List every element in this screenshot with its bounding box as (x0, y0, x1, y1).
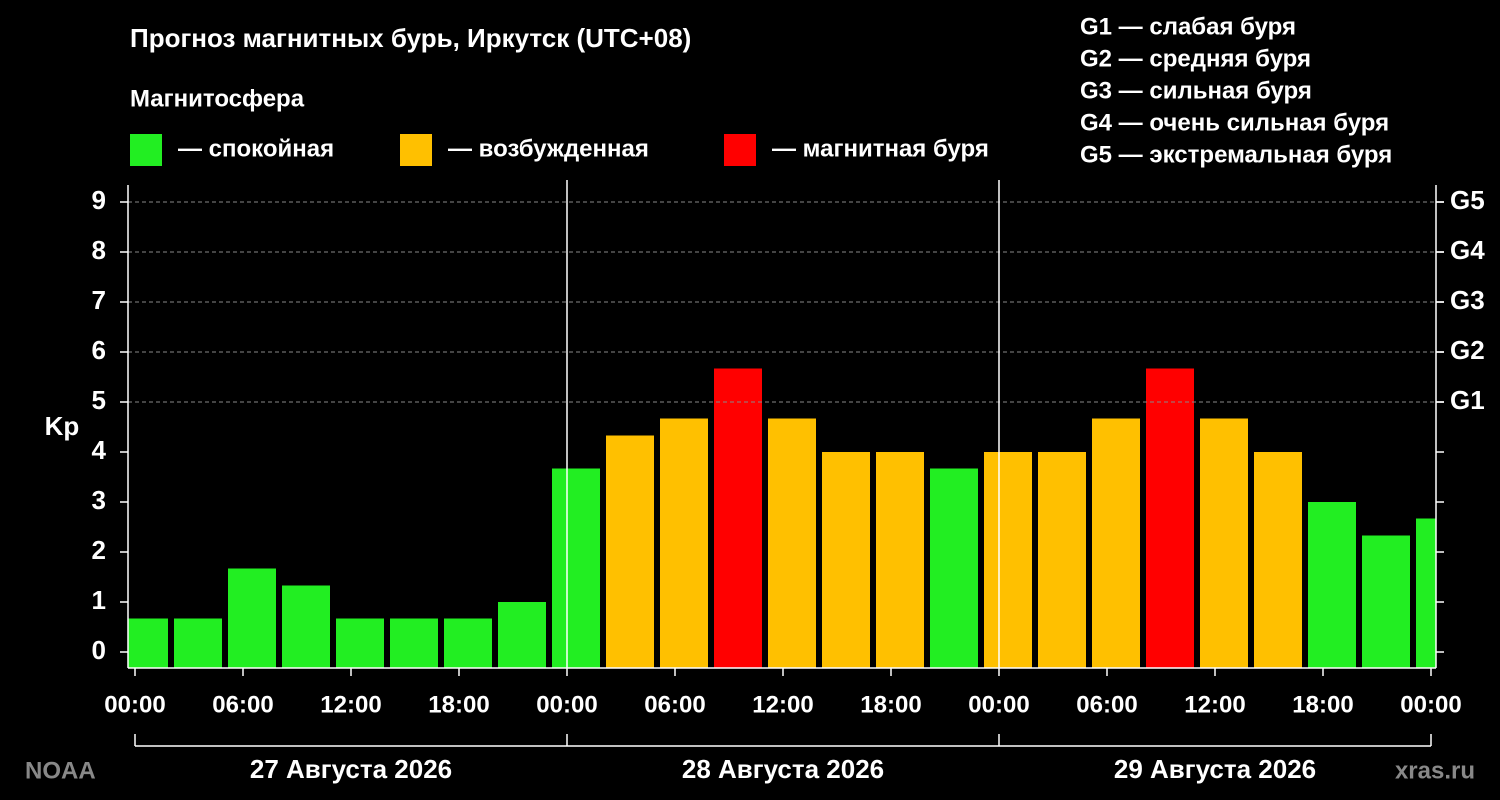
y-tick-label: 1 (92, 585, 106, 615)
chart-title: Прогноз магнитных бурь, Иркутск (UTC+08) (130, 23, 691, 53)
y-tick-label: 0 (92, 635, 106, 665)
x-tick-label: 00:00 (104, 691, 165, 718)
bar (498, 602, 546, 668)
storm-scale-item: G4 — очень сильная буря (1080, 109, 1389, 136)
y-tick-label: 4 (92, 435, 107, 465)
legend-label: — магнитная буря (772, 135, 989, 162)
y-tick-label: 6 (92, 335, 106, 365)
legend-swatch (130, 134, 162, 166)
legend-label: — возбужденная (448, 135, 649, 162)
bar (1200, 418, 1248, 668)
bar (1092, 418, 1140, 668)
bar (876, 452, 924, 668)
bar (930, 468, 978, 668)
y2-tick-label: G3 (1450, 285, 1485, 315)
x-tick-label: 06:00 (644, 691, 705, 718)
legend-title: Магнитосфера (130, 85, 305, 112)
y-axis-label: Kp (45, 411, 80, 441)
watermark: xras.ru (1395, 757, 1475, 784)
bar (1254, 452, 1302, 668)
x-tick-label: 06:00 (212, 691, 273, 718)
bar (228, 568, 276, 668)
bar (984, 452, 1032, 668)
day-label: 29 Августа 2026 (1114, 754, 1316, 784)
y-tick-label: 8 (92, 235, 106, 265)
day-label: 27 Августа 2026 (250, 754, 452, 784)
bar (552, 468, 600, 668)
legend-swatch (400, 134, 432, 166)
bar (1362, 535, 1410, 668)
y2-tick-label: G2 (1450, 335, 1485, 365)
bar (390, 618, 438, 668)
bar (1416, 518, 1436, 668)
bar (660, 418, 708, 668)
storm-scale-item: G1 — слабая буря (1080, 13, 1296, 40)
day-label: 28 Августа 2026 (682, 754, 884, 784)
x-tick-label: 18:00 (1292, 691, 1353, 718)
bar (606, 435, 654, 668)
y-tick-label: 7 (92, 285, 106, 315)
storm-scale-item: G5 — экстремальная буря (1080, 141, 1392, 168)
storm-scale-item: G3 — сильная буря (1080, 77, 1312, 104)
y2-tick-label: G1 (1450, 385, 1485, 415)
legend-swatch (724, 134, 756, 166)
legend-label: — спокойная (178, 135, 334, 162)
x-tick-label: 00:00 (536, 691, 597, 718)
bar (1308, 502, 1356, 668)
bar (768, 418, 816, 668)
storm-scale-item: G2 — средняя буря (1080, 45, 1311, 72)
bars (128, 368, 1436, 668)
bar (336, 618, 384, 668)
bar (822, 452, 870, 668)
x-tick-label: 18:00 (860, 691, 921, 718)
bar (282, 585, 330, 668)
y-tick-label: 3 (92, 485, 106, 515)
y-tick-label: 2 (92, 535, 106, 565)
y2-tick-label: G4 (1450, 235, 1485, 265)
bar (444, 618, 492, 668)
bar (128, 618, 168, 668)
bar (174, 618, 222, 668)
source: NOAA (25, 757, 96, 784)
x-tick-label: 00:00 (968, 691, 1029, 718)
y-tick-label: 5 (92, 385, 106, 415)
x-tick-label: 12:00 (320, 691, 381, 718)
y-tick-label: 9 (92, 185, 106, 215)
x-tick-label: 12:00 (1184, 691, 1245, 718)
x-tick-label: 18:00 (428, 691, 489, 718)
bar (1146, 368, 1194, 668)
x-tick-label: 06:00 (1076, 691, 1137, 718)
x-tick-label: 12:00 (752, 691, 813, 718)
x-tick-label: 00:00 (1400, 691, 1461, 718)
bar (1038, 452, 1086, 668)
bar (714, 368, 762, 668)
y2-tick-label: G5 (1450, 185, 1485, 215)
